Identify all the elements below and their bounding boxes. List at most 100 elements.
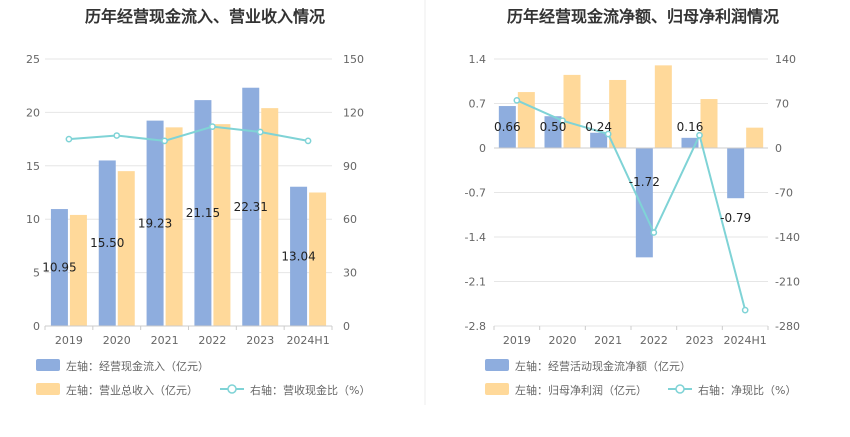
chart1-left-tick-label: 15 bbox=[26, 160, 40, 173]
chart2-legend-marker-line bbox=[675, 384, 685, 394]
chart1-data-label: 15.50 bbox=[90, 236, 124, 250]
chart1-bar-secondary bbox=[117, 171, 135, 326]
chart1-bar-secondary bbox=[165, 127, 183, 327]
chart2-line-point bbox=[650, 229, 658, 236]
chart1-right-tick-label: 60 bbox=[343, 213, 357, 226]
chart2-left-tick-label: 0.7 bbox=[469, 98, 487, 111]
chart2-bar-secondary bbox=[700, 99, 718, 148]
chart2-line-point bbox=[604, 130, 612, 138]
chart2-bar-primary bbox=[681, 137, 699, 148]
chart1-line-series bbox=[68, 125, 309, 142]
chart2-right-tick-label: -280 bbox=[775, 320, 800, 333]
chart1-left-tick-label: 20 bbox=[26, 106, 40, 119]
chart2-legend-swatch-secondary bbox=[485, 383, 509, 395]
chart2-left-tick-label: -0.7 bbox=[465, 187, 486, 200]
chart1-data-label: 22.31 bbox=[234, 200, 268, 214]
chart2-right-tick-label: 0 bbox=[775, 142, 782, 155]
chart1-x-tick-label: 2021 bbox=[151, 334, 179, 347]
chart2-legend-primary: 左轴：经营活动现金流净额（亿元） bbox=[515, 359, 691, 373]
chart2-left-tick-label: 1.4 bbox=[469, 53, 487, 66]
chart1-left-tick-label: 5 bbox=[33, 267, 40, 280]
chart1-bar-secondary bbox=[213, 124, 231, 326]
chart2-bar-secondary bbox=[563, 74, 581, 148]
chart1-x-tick-label: 2020 bbox=[103, 334, 131, 347]
chart2-legend-line: 右轴：净现比（%） bbox=[698, 383, 796, 397]
chart2-line-point bbox=[741, 306, 749, 314]
chart1-left-tick-label: 10 bbox=[26, 213, 40, 226]
chart1-bar-primary bbox=[50, 209, 68, 326]
chart1-legend-swatch-secondary bbox=[36, 383, 60, 395]
chart2-line-series bbox=[516, 99, 747, 311]
chart1-title: 历年经营现金流入、营业收入情况 bbox=[85, 7, 325, 26]
chart1-line-point bbox=[65, 135, 73, 143]
chart1-data-label: 21.15 bbox=[186, 206, 220, 220]
chart2-bar-primary bbox=[590, 132, 608, 148]
chart2-line-point bbox=[559, 117, 566, 125]
chart2-bar-secondary bbox=[654, 65, 672, 148]
chart1-line-point bbox=[209, 123, 216, 130]
chart1-right-tick-label: 0 bbox=[343, 320, 350, 333]
chart1-bar-secondary bbox=[309, 192, 327, 326]
chart2-right-tick-label: 140 bbox=[775, 53, 796, 66]
chart2-line-point bbox=[696, 131, 703, 139]
chart1-x-tick-label: 2022 bbox=[198, 334, 226, 347]
chart1-legend-swatch-primary bbox=[36, 359, 60, 371]
chart2-right-tick-label: -210 bbox=[775, 276, 800, 289]
chart1-data-label: 13.04 bbox=[281, 249, 315, 263]
chart2-data-label: 0.16 bbox=[677, 120, 704, 134]
chart2-data-label: -0.79 bbox=[720, 211, 751, 225]
chart1-bar-primary bbox=[242, 87, 260, 326]
chart1-bar-primary bbox=[98, 160, 116, 326]
chart1-legend-line: 右轴：营收现金比（%） bbox=[250, 383, 370, 397]
chart1-x-tick-label: 2023 bbox=[246, 334, 274, 347]
chart2-left-tick-label: -2.8 bbox=[465, 320, 486, 333]
chart1-bar-primary bbox=[194, 100, 212, 326]
chart1-left-tick-label: 25 bbox=[26, 53, 40, 66]
chart2-data-label: 0.50 bbox=[540, 120, 567, 134]
chart2-data-label: -1.72 bbox=[629, 175, 660, 189]
chart2-x-tick-label: 2023 bbox=[686, 334, 714, 347]
chart1-bar-primary bbox=[290, 186, 308, 326]
chart2-bar-primary bbox=[498, 106, 516, 148]
chart2-left-tick-label: -2.1 bbox=[465, 276, 486, 289]
chart1-line-point bbox=[113, 132, 121, 139]
chart1-bar-secondary bbox=[69, 214, 87, 326]
chart2-bar-primary bbox=[544, 116, 562, 148]
chart1-left-tick-label: 0 bbox=[33, 320, 40, 333]
chart1-line-point bbox=[161, 137, 168, 145]
chart1-right-tick-label: 90 bbox=[343, 160, 357, 173]
chart1-data-label: 10.95 bbox=[42, 261, 76, 275]
chart2-bar-primary bbox=[727, 148, 745, 199]
chart2-left-tick-label: 0 bbox=[479, 142, 486, 155]
chart1-bar-secondary bbox=[261, 108, 279, 327]
chart1-x-tick-label: 2019 bbox=[55, 334, 83, 347]
chart1-data-label: 19.23 bbox=[138, 216, 172, 230]
chart2-bar-primary bbox=[635, 148, 653, 258]
chart1-right-tick-label: 30 bbox=[343, 267, 357, 280]
chart2-x-tick-label: 2019 bbox=[503, 334, 531, 347]
chart1-right-tick-label: 120 bbox=[343, 106, 364, 119]
chart1-legend-marker-line bbox=[227, 384, 237, 394]
chart2-legend-swatch-primary bbox=[485, 359, 509, 371]
chart1-line-point bbox=[256, 128, 264, 136]
chart2-right-tick-label: 70 bbox=[775, 98, 789, 111]
chart1-legend-secondary: 左轴：营业总收入（亿元） bbox=[66, 383, 198, 397]
chart2-right-tick-label: -140 bbox=[775, 231, 800, 244]
chart2-x-tick-label: 2024H1 bbox=[724, 334, 767, 347]
chart2-line-point bbox=[513, 96, 521, 104]
chart1-bar-primary bbox=[146, 120, 164, 326]
chart2-right-tick-label: -70 bbox=[775, 187, 793, 200]
chart1-legend-primary: 左轴：经营现金流入（亿元） bbox=[66, 359, 209, 373]
chart2-bar-secondary bbox=[746, 127, 764, 148]
chart1-x-tick-label: 2024H1 bbox=[286, 334, 329, 347]
chart2-x-tick-label: 2022 bbox=[640, 334, 668, 347]
chart1-line-point bbox=[304, 137, 312, 145]
chart2-data-label: 0.24 bbox=[585, 120, 612, 134]
chart2-x-tick-label: 2020 bbox=[549, 334, 577, 347]
chart2-data-label: 0.66 bbox=[494, 120, 521, 134]
chart2-bar-secondary bbox=[609, 79, 627, 148]
chart2-legend-secondary: 左轴：归母净利润（亿元） bbox=[515, 383, 647, 397]
chart2-left-tick-label: -1.4 bbox=[465, 231, 486, 244]
